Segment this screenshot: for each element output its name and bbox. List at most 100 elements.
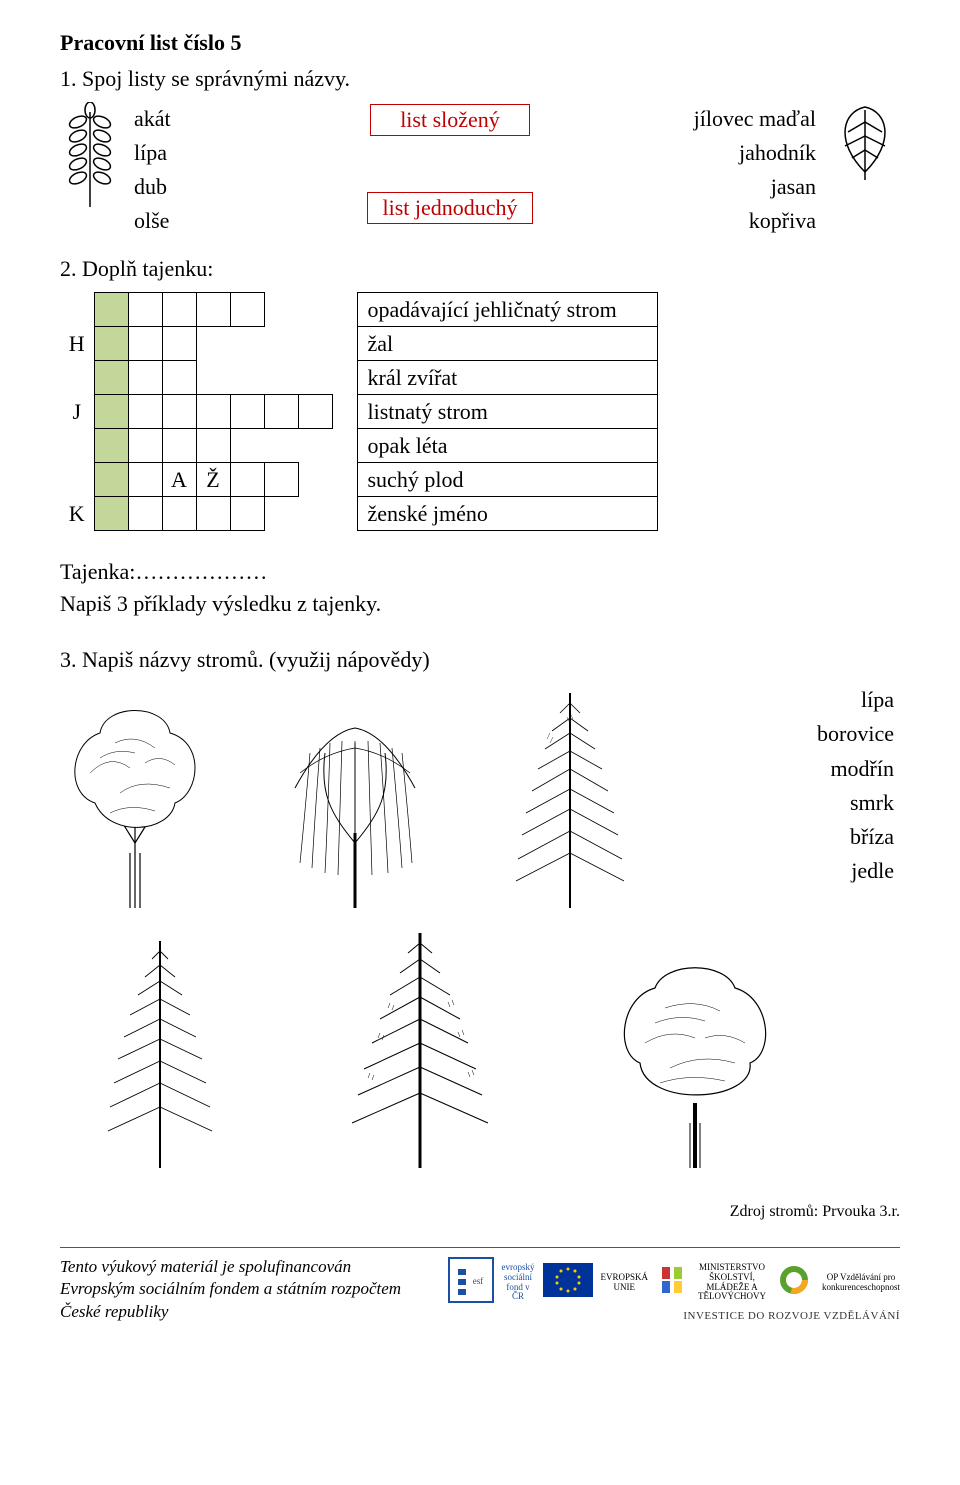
hint-word: modřín [817,752,894,786]
cw-cell[interactable] [196,497,230,531]
row-label [60,429,94,463]
tree-icon [60,693,210,913]
footer-line2: Evropským sociálním fondem a státním roz… [60,1278,438,1322]
footer-logos: esf evropský sociální fond v ČR EVROPSKÁ… [448,1257,901,1308]
eu-label: EVROPSKÁ UNIE [601,1273,649,1293]
simple-leaf-icon [830,102,900,182]
clue: opak léta [357,429,657,463]
cw-cell[interactable] [264,463,298,497]
cw-cell[interactable] [162,497,196,531]
msmt-label: MINISTERSTVO ŠKOLSTVÍ, MLÁDEŽE A TĚLOVÝC… [698,1263,766,1303]
ex1-left-word: dub [134,170,171,204]
svg-text:esf: esf [472,1276,483,1286]
cw-cell[interactable] [94,429,128,463]
cw-cell[interactable] [128,497,162,531]
tree-icon [270,693,440,913]
ex1-right-word: jahodník [694,136,816,170]
row-label [60,361,94,395]
clue: opadávající jehličnatý strom [357,293,657,327]
hint-word: borovice [817,717,894,751]
cw-cell[interactable] [94,327,128,361]
esf-logo-icon: esf [448,1257,494,1308]
image-source: Zdroj stromů: Prvouka 3.r. [60,1203,900,1221]
task2-text: 2. Doplň tajenku: [60,256,900,282]
worksheet-title: Pracovní list číslo 5 [60,30,900,56]
row-label [60,463,94,497]
cw-cell[interactable] [94,293,128,327]
cw-cell[interactable] [128,429,162,463]
exercise-3-row1: lípa borovice modřín smrk bříza jedle [60,683,900,913]
cw-cell[interactable] [264,395,298,429]
cw-cell[interactable] [196,293,230,327]
row-label [60,293,94,327]
leaf-type-box: list složený [370,104,530,136]
footer-separator [60,1247,900,1248]
cw-cell[interactable] [298,395,332,429]
crossword-grid[interactable]: H J [60,292,333,531]
tree-icon [610,953,780,1173]
cw-cell[interactable] [94,497,128,531]
leaf-type-box: list jednoduchý [367,192,532,224]
cw-cell[interactable] [230,395,264,429]
ex1-right-word: kopřiva [694,204,816,238]
cw-cell[interactable] [230,293,264,327]
hint-word: lípa [817,683,894,717]
crossword: H J [60,292,900,531]
ex1-right-word: jasan [694,170,816,204]
eu-flag-icon [543,1263,593,1302]
cw-cell[interactable]: Ž [196,463,230,497]
footer: Tento výukový materiál je spolufinancová… [60,1256,900,1322]
row-label: H [60,327,94,361]
ex1-left-word: akát [134,102,171,136]
cw-cell[interactable] [162,361,196,395]
exercise-1: akát lípa dub olše list složený list jed… [60,102,900,238]
msmt-logo-icon [656,1263,690,1302]
hint-word: jedle [817,854,894,888]
cw-cell[interactable] [230,497,264,531]
cw-cell[interactable] [128,463,162,497]
exercise-3-row2 [90,923,900,1173]
clue: ženské jméno [357,497,657,531]
row-label: K [60,497,94,531]
cw-cell[interactable] [94,361,128,395]
cw-cell[interactable] [128,361,162,395]
row-label: J [60,395,94,429]
cw-cell[interactable]: A [162,463,196,497]
clue: suchý plod [357,463,657,497]
tree-icon [330,923,510,1173]
cw-cell[interactable] [128,327,162,361]
ex1-right-word: jílovec maďal [694,102,816,136]
clue: žal [357,327,657,361]
compound-leaf-icon [60,102,120,212]
tajenka-sub: Napiš 3 příklady výsledku z tajenky. [60,591,900,617]
tree-icon [90,933,230,1173]
task1-text: 1. Spoj listy se správnými názvy. [60,66,900,92]
esf-label: evropský sociální fond v ČR [502,1263,535,1303]
cw-cell[interactable] [162,429,196,463]
clue: listnatý strom [357,395,657,429]
tree-icon [500,683,640,913]
task3-text: 3. Napiš názvy stromů. (využij nápovědy) [60,647,900,673]
cw-cell[interactable] [128,293,162,327]
opvk-label: OP Vzdělávání pro konkurenceschopnost [822,1273,900,1293]
hint-word: bříza [817,820,894,854]
tajenka-line: Tajenka:……………… [60,559,900,585]
cw-cell[interactable] [128,395,162,429]
footer-invest: INVESTICE DO ROZVOJE VZDĚLÁVÁNÍ [448,1310,901,1322]
cw-cell[interactable] [94,395,128,429]
ex1-left-word: lípa [134,136,171,170]
ex1-left-word: olše [134,204,171,238]
cw-cell[interactable] [230,463,264,497]
cw-cell[interactable] [196,429,230,463]
opvk-logo-icon [774,1260,814,1305]
footer-line1: Tento výukový materiál je spolufinancová… [60,1256,438,1278]
hint-word: smrk [817,786,894,820]
crossword-clues: opadávající jehličnatý strom žal král zv… [357,292,658,531]
clue: král zvířat [357,361,657,395]
cw-cell[interactable] [162,395,196,429]
cw-cell[interactable] [162,327,196,361]
tree-hints: lípa borovice modřín smrk bříza jedle [817,683,900,888]
cw-cell[interactable] [94,463,128,497]
cw-cell[interactable] [196,395,230,429]
cw-cell[interactable] [162,293,196,327]
